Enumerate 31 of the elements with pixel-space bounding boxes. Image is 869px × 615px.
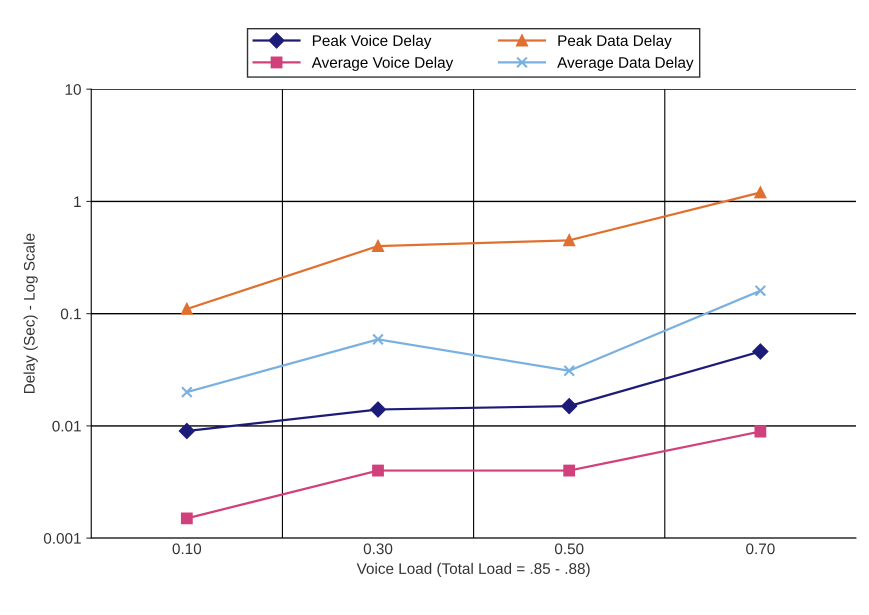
point	[563, 464, 576, 476]
point	[372, 464, 384, 476]
y-tick-label: 0.1	[60, 308, 81, 320]
point	[180, 386, 193, 398]
point	[754, 284, 766, 297]
point	[178, 423, 195, 439]
x-tick-label: 0.10	[172, 543, 202, 554]
legend-label: Average Voice Delay	[312, 56, 454, 71]
point	[752, 344, 768, 360]
x-tick-label: 0.30	[364, 543, 392, 554]
x-tick-label: 0.70	[746, 543, 775, 554]
point	[180, 303, 193, 315]
point	[372, 240, 384, 252]
point	[370, 402, 386, 418]
y-axis-title: Delay (Sec) - Log Scale	[24, 234, 38, 394]
point	[563, 364, 576, 377]
y-tick-label: 10	[66, 84, 81, 95]
point	[561, 398, 578, 414]
x-tick-label: 0.50	[554, 543, 584, 554]
point	[372, 333, 384, 346]
point	[754, 186, 766, 198]
point	[180, 512, 193, 524]
x-axis-title: Voice Load (Total Load = .85 - .88)	[356, 562, 590, 578]
point	[754, 426, 766, 438]
y-tick-label: 1	[74, 196, 81, 207]
legend-label: Peak Voice Delay	[312, 34, 432, 50]
y-tick-label: 0.01	[52, 420, 81, 432]
legend-label: Average Data Delay	[557, 56, 694, 71]
y-tick-label: 0.001	[44, 532, 81, 544]
legend-label: Peak Data Delay	[558, 34, 672, 50]
point	[563, 234, 576, 246]
